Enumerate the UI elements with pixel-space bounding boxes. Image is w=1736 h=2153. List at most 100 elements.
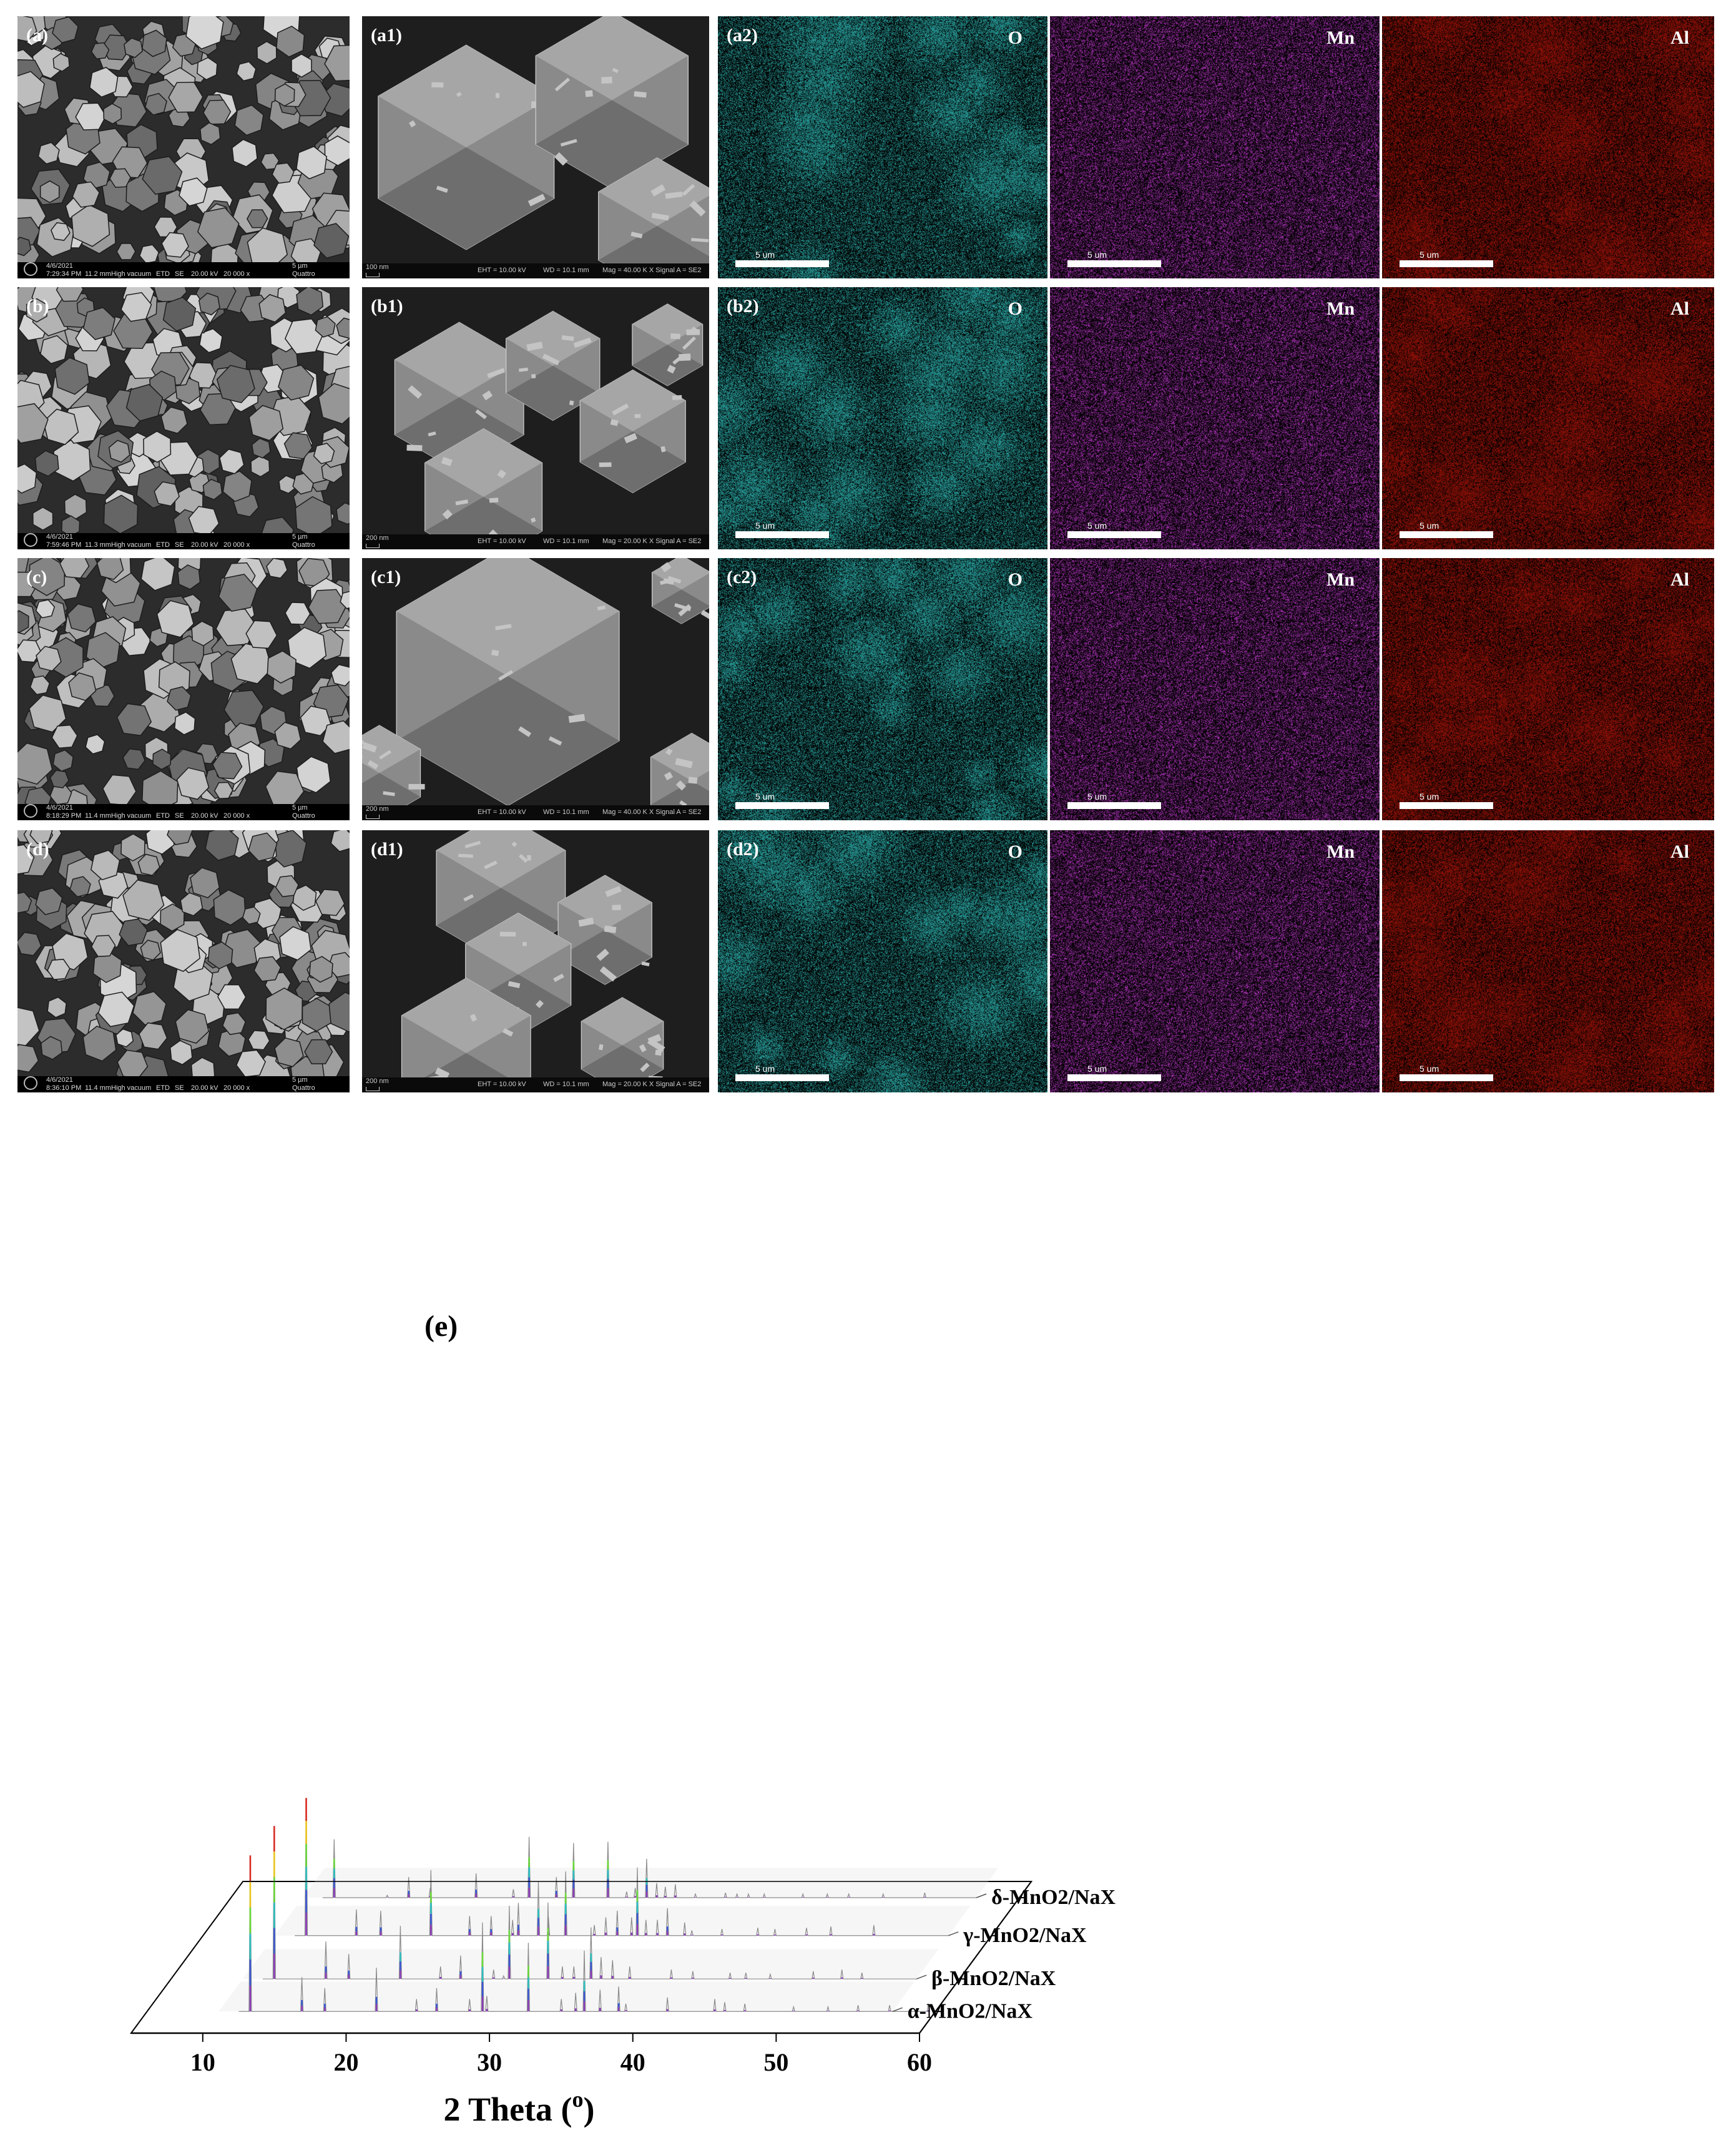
- xrd-trace: [323, 1837, 977, 1898]
- scale-bar: [1067, 1074, 1161, 1081]
- sem-particles: [17, 558, 350, 820]
- x-tick-label: 30: [477, 2048, 502, 2076]
- eds-map-al: Al 5 um: [1382, 287, 1714, 549]
- scale-bar: [1400, 1074, 1493, 1081]
- x-tick: 40: [620, 2033, 645, 2076]
- fei-logo-icon: [24, 262, 37, 276]
- element-label: O: [1008, 569, 1022, 590]
- sem-scale: 5 µm: [292, 804, 308, 812]
- sem-wd: 11.4 mm: [85, 812, 111, 820]
- sem-scale: 5 µm: [292, 1076, 308, 1084]
- zoom-mag: Mag = 40.00 K X Signal A = SE2: [602, 267, 702, 274]
- sem-crystals: [401, 830, 665, 1092]
- zoom-scale-bar: [366, 544, 380, 548]
- xrd-series-1: β-MnO2/NaX: [242, 1826, 1056, 1990]
- element-label: Al: [1670, 27, 1689, 48]
- scale-bar: [1400, 260, 1493, 267]
- sem-vac: High vacuum: [111, 1084, 152, 1092]
- eds-map-texture: [1382, 558, 1714, 820]
- panel-label: (d2): [727, 839, 759, 860]
- x-axis-title-sup: o: [572, 2087, 584, 2112]
- element-label: Al: [1670, 298, 1689, 319]
- sem-overview-image: (b) 4/6/2021 7:59:46 PM 11.3 mm High vacuum E…: [17, 287, 350, 549]
- element-label: Al: [1670, 841, 1689, 862]
- element-label: O: [1008, 298, 1022, 319]
- sem-particles: [17, 287, 350, 549]
- sem-overview-image: (d) 4/6/2021 8:36:10 PM 11.4 mm High vacuum E…: [17, 830, 350, 1092]
- sem-time: 8:18:29 PM: [46, 812, 82, 820]
- series-label: α-MnO2/NaX: [908, 1999, 1033, 2023]
- xrd-trace: [295, 1798, 949, 1936]
- sem-zoom-image: (b1) 200 nm EHT = 10.00 kV WD = 10.1 mm Mag …: [362, 287, 709, 549]
- panel-label: (c): [26, 567, 47, 587]
- sem-brand: Quattro: [292, 270, 315, 278]
- zoom-info-bar: 100 nm EHT = 10.00 kV WD = 10.1 mm Mag = 40…: [362, 263, 709, 278]
- sem-hv: 20.00 kV: [191, 1084, 218, 1092]
- panel-label: (a2): [727, 25, 758, 46]
- sem-hv: 20.00 kV: [191, 541, 218, 549]
- eds-map-texture: [1382, 16, 1714, 278]
- sem-crystals: [394, 303, 704, 549]
- x-tick: 60: [907, 2033, 932, 2076]
- sem-mode: SE: [175, 270, 184, 278]
- eds-map-o: (c2) O 5 um: [718, 558, 1047, 820]
- element-label: Mn: [1327, 841, 1355, 862]
- xrd-series-0: α-MnO2/NaX: [218, 1855, 1032, 2023]
- element-label: O: [1008, 841, 1022, 862]
- xrd-trace: [238, 1855, 930, 2012]
- sem-time: 7:59:46 PM: [46, 541, 82, 549]
- scale-bar: [735, 260, 829, 267]
- sem-det: ETD: [156, 1084, 170, 1092]
- sem-wd: 11.4 mm: [85, 1084, 111, 1092]
- x-tick: 10: [190, 2033, 215, 2076]
- sem-zoom-image: (c1) 200 nm EHT = 10.00 kV WD = 10.1 mm Mag …: [362, 558, 709, 820]
- x-tick-label: 10: [190, 2048, 215, 2076]
- scale-label: 5 um: [1087, 792, 1107, 802]
- series-label: δ-MnO2/NaX: [991, 1886, 1116, 1909]
- scale-label: 5 um: [755, 250, 775, 260]
- zoom-scale: 200 nm: [366, 534, 389, 542]
- panel-label: (b2): [727, 296, 759, 316]
- eds-map-texture: [1050, 16, 1380, 278]
- zoom-wd: WD = 10.1 mm: [543, 1081, 589, 1088]
- sem-vac: High vacuum: [111, 270, 152, 278]
- eds-map-texture: [1050, 830, 1380, 1092]
- zoom-eht: EHT = 10.00 kV: [478, 808, 526, 816]
- element-label: Mn: [1327, 27, 1355, 48]
- zoom-scale: 200 nm: [366, 805, 389, 813]
- xrd-series-2: γ-MnO2/NaX: [275, 1798, 1087, 1947]
- sem-mode: SE: [175, 541, 184, 549]
- sem-mag: 20 000 x: [223, 1084, 250, 1092]
- element-label: Mn: [1327, 298, 1355, 319]
- zoom-eht: EHT = 10.00 kV: [478, 267, 526, 274]
- xrd-trace: [263, 1826, 917, 1979]
- sem-det: ETD: [156, 270, 170, 278]
- scale-bar: [1400, 531, 1493, 538]
- zoom-scale: 200 nm: [366, 1077, 389, 1085]
- eds-map-texture: [718, 558, 1047, 820]
- scale-label: 5 um: [1420, 1064, 1439, 1074]
- sem-mag: 20 000 x: [223, 270, 250, 278]
- sem-hv: 20.00 kV: [191, 270, 218, 278]
- sem-particles: [17, 16, 350, 274]
- scale-bar: [1400, 802, 1493, 809]
- xrd-stacked-chart: δ-MnO2/NaX γ-MnO2/NaX β-MnO2/NaX α-MnO2/NaX…: [130, 1310, 1116, 2128]
- scale-label: 5 um: [1420, 521, 1439, 531]
- sem-info-bar: 4/6/2021 8:36:10 PM 11.4 mm High vacuum ETD S…: [17, 1076, 350, 1092]
- zoom-mag: Mag = 20.00 K X Signal A = SE2: [602, 1081, 702, 1088]
- element-label: Al: [1670, 569, 1689, 590]
- zoom-wd: WD = 10.1 mm: [543, 267, 589, 274]
- scale-label: 5 um: [1087, 1064, 1107, 1074]
- panel-label: (d): [26, 839, 49, 860]
- eds-map-o: (b2) O 5 um: [718, 287, 1047, 549]
- eds-map-al: Al 5 um: [1382, 558, 1714, 820]
- sem-info-bar: 4/6/2021 7:59:46 PM 11.3 mm High vacuum ETD S…: [17, 533, 350, 549]
- zoom-info-bar: 200 nm EHT = 10.00 kV WD = 10.1 mm Mag = 20…: [362, 1077, 709, 1092]
- sem-brand: Quattro: [292, 541, 315, 549]
- sem-vac: High vacuum: [111, 541, 152, 549]
- scale-label: 5 um: [1420, 792, 1439, 802]
- eds-map-texture: [1382, 830, 1714, 1092]
- scale-label: 5 um: [1087, 521, 1107, 531]
- zoom-wd: WD = 10.1 mm: [543, 537, 589, 545]
- x-axis-title: 2 Theta (o): [444, 2087, 595, 2128]
